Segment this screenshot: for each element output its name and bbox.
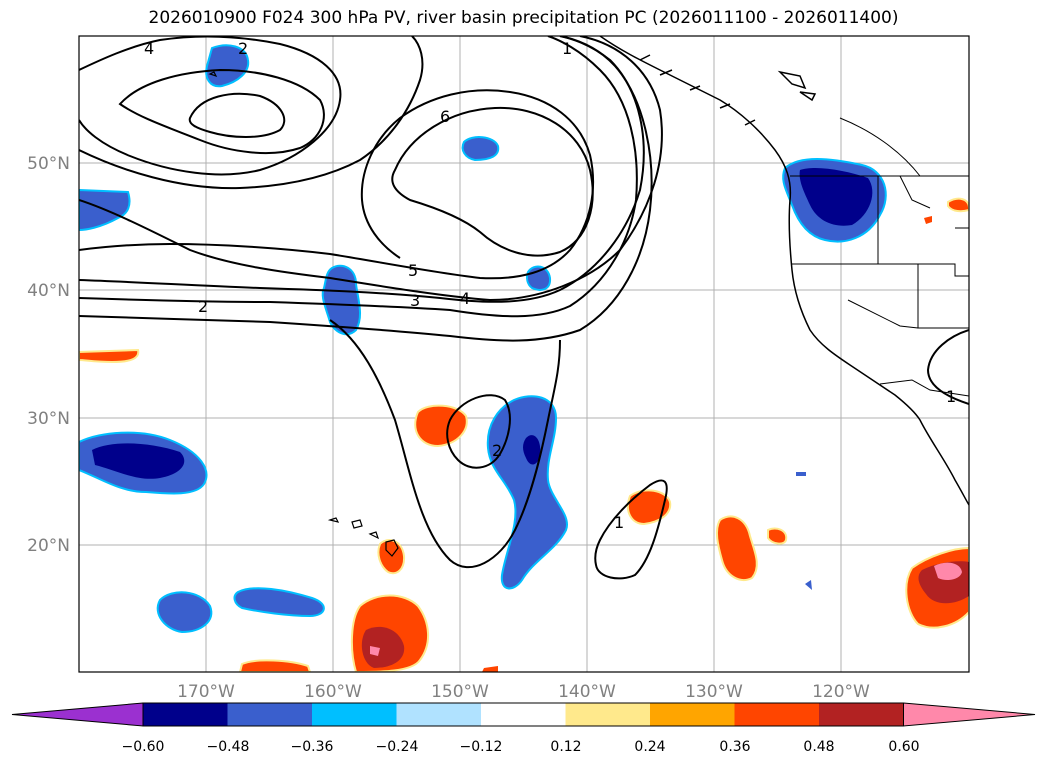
lon-label-160: 160°W [304,682,362,702]
lon-label-170: 170°W [177,682,235,702]
cb-tick-neg060: −0.60 [122,739,165,755]
contour-label-1-top: 1 [562,39,572,58]
cb-tick-024: 0.24 [634,739,665,755]
contour-label-6: 6 [440,107,450,126]
lat-label-20: 20°N [27,536,70,556]
contour-label-5: 5 [408,261,418,280]
lat-label-50: 50°N [27,154,70,174]
cb-tick-048: 0.48 [803,739,834,755]
cb-tick-neg024: −0.24 [376,739,419,755]
contour-label-2-south: 2 [492,441,502,460]
colorbar: −0.60 −0.48 −0.36 −0.24 −0.12 0.12 0.24 … [12,703,1035,755]
cb-tick-neg048: −0.48 [207,739,250,755]
contour-label-3: 3 [410,291,420,310]
colorbar-segment [481,703,566,726]
colorbar-extend-high [904,703,1036,726]
colorbar-segment [228,703,313,726]
lon-label-130: 130°W [685,682,743,702]
contour-label-4: 4 [460,289,470,308]
longitude-labels: 170°W 160°W 150°W 140°W 130°W 120°W [177,682,870,702]
cb-tick-neg036: −0.36 [291,739,334,755]
lon-label-120: 120°W [812,682,870,702]
lon-label-140: 140°W [558,682,616,702]
colorbar-extend-low [12,703,143,726]
latitude-labels: 50°N 40°N 30°N 20°N [27,154,70,556]
contour-label-4-top: 4 [144,39,154,58]
contour-label-1-south: 1 [614,513,624,532]
cb-tick-060: 0.60 [888,739,919,755]
colorbar-segment [312,703,397,726]
lat-label-40: 40°N [27,281,70,301]
colorbar-segment [143,703,228,726]
colorbar-segment [650,703,735,726]
colorbar-segments [12,703,1035,726]
lat-label-30: 30°N [27,409,70,429]
cb-tick-036: 0.36 [719,739,750,755]
colorbar-segment [819,703,904,726]
cb-tick-012: 0.12 [550,739,581,755]
contour-label-2-west: 2 [198,297,208,316]
lon-label-150: 150°W [431,682,489,702]
colorbar-segment [397,703,482,726]
contour-label-2-top: 2 [238,39,248,58]
cb-tick-neg012: −0.12 [460,739,503,755]
colorbar-segment [566,703,651,726]
colorbar-segment [735,703,820,726]
contour-label-1-east: 1 [946,387,956,406]
colorbar-ticks: −0.60 −0.48 −0.36 −0.24 −0.12 0.12 0.24 … [122,739,920,755]
